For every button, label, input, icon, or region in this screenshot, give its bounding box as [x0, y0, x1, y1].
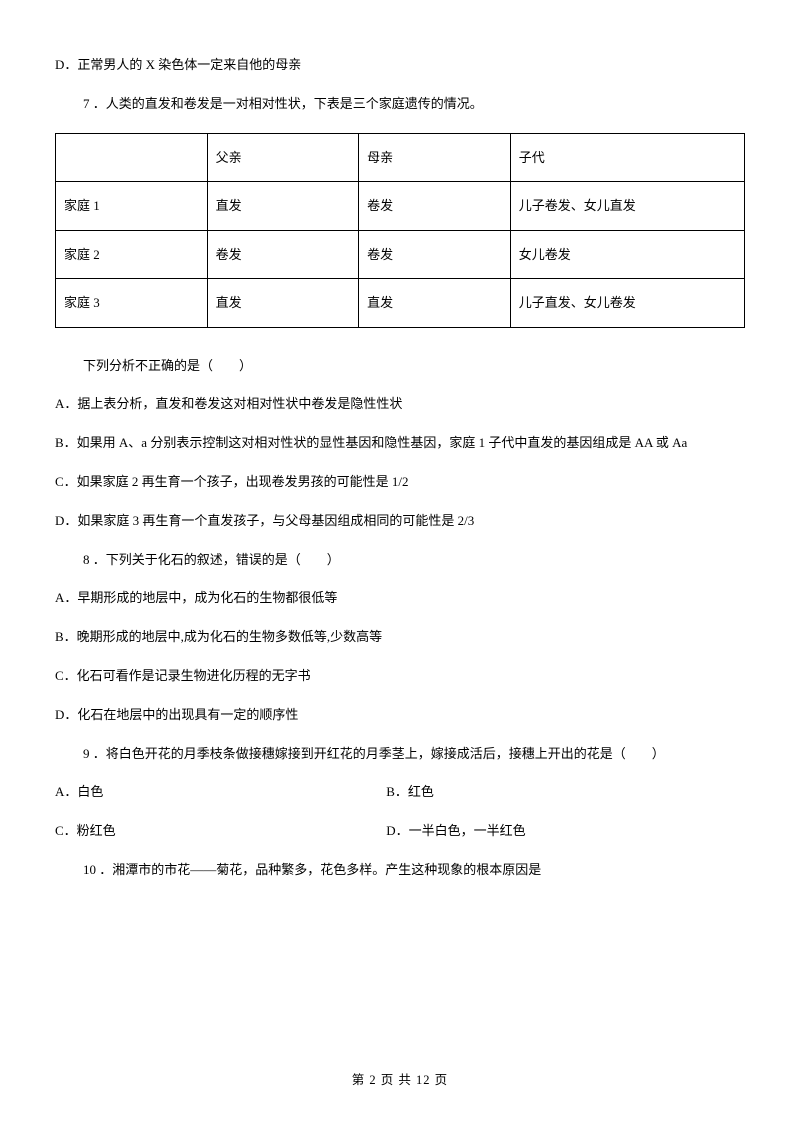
- q9-option-b: B．红色: [386, 782, 745, 803]
- table-cell: 母亲: [359, 133, 511, 182]
- table-cell: 卷发: [207, 230, 359, 279]
- q7-option-b: B．如果用 A、a 分别表示控制这对相对性状的显性基因和隐性基因，家庭 1 子代…: [55, 433, 745, 454]
- table-cell: 家庭 3: [56, 279, 208, 328]
- q8-stem: 8 ．下列关于化石的叙述，错误的是（ ）: [55, 550, 745, 571]
- q9-row2: C．粉红色 D．一半白色，一半红色: [55, 821, 745, 842]
- table-row: 父亲 母亲 子代: [56, 133, 745, 182]
- table-cell: 直发: [207, 279, 359, 328]
- table-cell: 卷发: [359, 230, 511, 279]
- q8-option-d: D．化石在地层中的出现具有一定的顺序性: [55, 705, 745, 726]
- table-row: 家庭 3 直发 直发 儿子直发、女儿卷发: [56, 279, 745, 328]
- page-footer: 第 2 页 共 12 页: [0, 1070, 800, 1090]
- table-cell: 家庭 2: [56, 230, 208, 279]
- table-cell: 直发: [359, 279, 511, 328]
- q7-option-a: A．据上表分析，直发和卷发这对相对性状中卷发是隐性性状: [55, 394, 745, 415]
- table-cell: 女儿卷发: [510, 230, 744, 279]
- table-row: 家庭 2 卷发 卷发 女儿卷发: [56, 230, 745, 279]
- table-cell: 子代: [510, 133, 744, 182]
- q9-stem: 9 ．将白色开花的月季枝条做接穗嫁接到开红花的月季茎上，嫁接成活后，接穗上开出的…: [55, 744, 745, 765]
- q8-option-a: A．早期形成的地层中，成为化石的生物都很低等: [55, 588, 745, 609]
- table-cell: [56, 133, 208, 182]
- q9-option-d: D．一半白色，一半红色: [386, 821, 745, 842]
- q7-option-c: C．如果家庭 2 再生育一个孩子，出现卷发男孩的可能性是 1/2: [55, 472, 745, 493]
- table-cell: 儿子卷发、女儿直发: [510, 182, 744, 231]
- table-row: 家庭 1 直发 卷发 儿子卷发、女儿直发: [56, 182, 745, 231]
- q7-table: 父亲 母亲 子代 家庭 1 直发 卷发 儿子卷发、女儿直发 家庭 2 卷发 卷发…: [55, 133, 745, 328]
- option-d-prev: D．正常男人的 X 染色体一定来自他的母亲: [55, 55, 745, 76]
- q8-option-b: B．晚期形成的地层中,成为化石的生物多数低等,少数高等: [55, 627, 745, 648]
- q9-option-a: A．白色: [55, 782, 386, 803]
- table-cell: 卷发: [359, 182, 511, 231]
- q8-option-c: C．化石可看作是记录生物进化历程的无字书: [55, 666, 745, 687]
- q7-prompt: 下列分析不正确的是（ ）: [55, 356, 745, 377]
- table-cell: 父亲: [207, 133, 359, 182]
- q10-stem: 10 ．湘潭市的市花——菊花，品种繁多，花色多样。产生这种现象的根本原因是: [55, 860, 745, 881]
- q7-option-d: D．如果家庭 3 再生育一个直发孩子，与父母基因组成相同的可能性是 2/3: [55, 511, 745, 532]
- q9-option-c: C．粉红色: [55, 821, 386, 842]
- table-cell: 儿子直发、女儿卷发: [510, 279, 744, 328]
- q7-stem: 7 ．人类的直发和卷发是一对相对性状，下表是三个家庭遗传的情况。: [55, 94, 745, 115]
- table-cell: 家庭 1: [56, 182, 208, 231]
- q9-row1: A．白色 B．红色: [55, 782, 745, 803]
- table-cell: 直发: [207, 182, 359, 231]
